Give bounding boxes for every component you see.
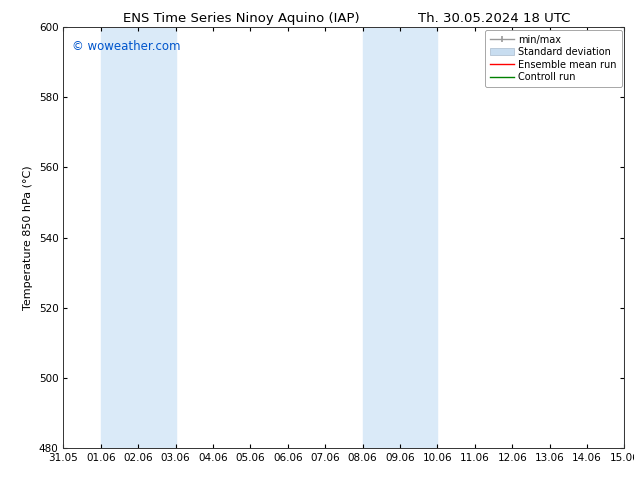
Y-axis label: Temperature 850 hPa (°C): Temperature 850 hPa (°C) bbox=[23, 165, 33, 310]
Text: ENS Time Series Ninoy Aquino (IAP): ENS Time Series Ninoy Aquino (IAP) bbox=[122, 12, 359, 25]
Text: Th. 30.05.2024 18 UTC: Th. 30.05.2024 18 UTC bbox=[418, 12, 571, 25]
Text: © woweather.com: © woweather.com bbox=[72, 40, 180, 52]
Bar bbox=[624, 27, 634, 448]
Legend: min/max, Standard deviation, Ensemble mean run, Controll run: min/max, Standard deviation, Ensemble me… bbox=[485, 30, 621, 87]
Bar bbox=[101, 27, 176, 448]
Bar bbox=[363, 27, 437, 448]
